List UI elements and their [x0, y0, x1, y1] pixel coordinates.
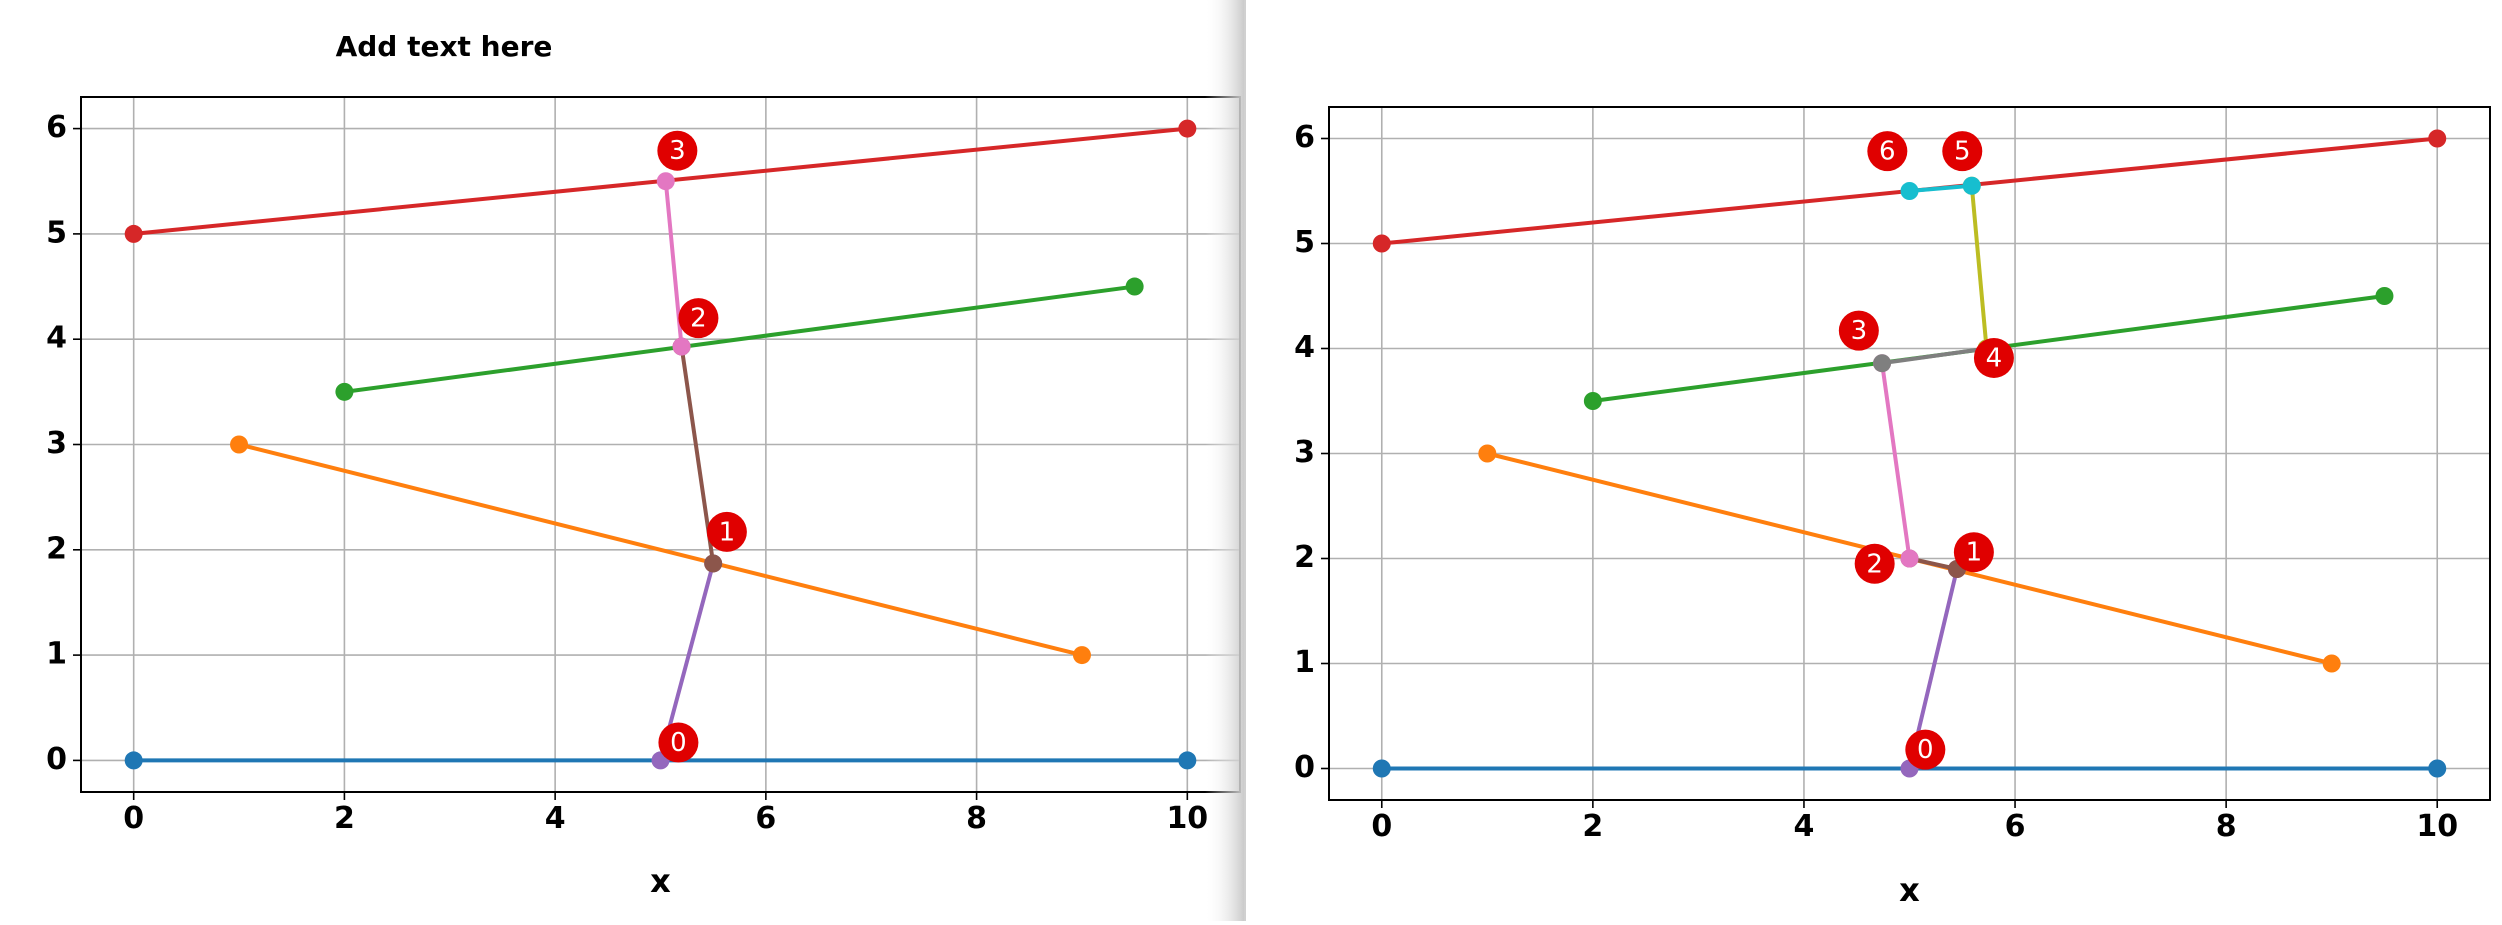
series-marker — [1372, 759, 1391, 778]
series-marker — [1873, 354, 1892, 373]
y-tick-label: 4 — [1294, 330, 1315, 365]
y-tick-label: 1 — [46, 637, 67, 672]
x-tick-label: 8 — [2216, 809, 2237, 844]
series-line — [238, 442, 1083, 658]
annotation-badge — [1953, 532, 1994, 573]
x-tick-label: 4 — [1794, 809, 1815, 844]
annotation-label: 2 — [690, 304, 707, 334]
annotation-label: 5 — [1954, 137, 1971, 167]
series-marker — [335, 382, 354, 401]
x-tick-label: 2 — [334, 801, 355, 836]
y-tick-label: 3 — [1294, 435, 1315, 470]
annotation-badge — [1867, 131, 1908, 172]
y-tick-label: 1 — [1294, 645, 1315, 680]
annotation-badge — [1838, 310, 1879, 351]
y-tick-label: 3 — [46, 426, 67, 461]
y-tick-label: 4 — [46, 321, 67, 356]
annotation-label: 1 — [1966, 538, 1983, 568]
series-line — [1881, 346, 1987, 366]
y-tick-label: 5 — [46, 215, 67, 250]
annotation-label: 3 — [669, 136, 686, 166]
chart-title: Add text here — [336, 30, 553, 63]
series-marker — [656, 172, 675, 191]
series-line — [1880, 362, 1912, 559]
panel-shadow — [1205, 0, 1245, 921]
annotation-label: 2 — [1866, 549, 1883, 579]
series-marker — [1900, 182, 1919, 200]
series-marker — [1962, 176, 1981, 195]
series-line — [1969, 185, 1989, 349]
series-marker — [1900, 549, 1919, 568]
series-marker — [2428, 759, 2447, 778]
series-marker — [704, 554, 723, 573]
chart: 0 2 4 6 8 10 0 1 2 3 4 5 6 0 1 2 3 Add text here x — [46, 30, 1241, 900]
x-axis-label: x — [1899, 871, 1920, 909]
x-axis-label: x — [650, 862, 671, 900]
y-tick-label: 0 — [1294, 750, 1315, 785]
annotation-label: 1 — [719, 517, 736, 547]
series-marker — [2322, 654, 2341, 673]
y-tick-label: 2 — [46, 531, 67, 566]
x-tick-label: 4 — [545, 801, 566, 836]
x-tick-label: 6 — [2005, 809, 2026, 844]
series-marker — [2428, 129, 2447, 148]
series-marker — [124, 224, 143, 243]
x-tick-label: 6 — [755, 801, 776, 836]
annotation-label: 3 — [1851, 316, 1868, 346]
annotation-badge — [1854, 543, 1895, 584]
series-marker — [1072, 646, 1091, 665]
x-tick-label: 0 — [1371, 809, 1392, 844]
series-line — [1909, 183, 1972, 193]
x-tick-label: 10 — [2416, 809, 2458, 844]
annotation-badge — [658, 722, 699, 763]
series-marker — [1178, 751, 1197, 770]
chart: 0 2 4 6 8 10 0 1 2 3 4 5 6 0 1 2 3 4 5 6 x — [1294, 106, 2491, 909]
annotation-badge — [1905, 729, 1946, 770]
x-tick-label: 0 — [123, 801, 144, 836]
annotation-label: 0 — [670, 728, 687, 758]
series-line — [344, 284, 1135, 394]
annotation-badge — [1973, 337, 2014, 378]
annotation-badge — [1942, 131, 1983, 172]
series-marker — [1178, 119, 1197, 138]
y-tick-label: 6 — [1294, 120, 1315, 155]
annotation-label: 4 — [1986, 343, 2003, 373]
y-tick-label: 0 — [46, 742, 67, 777]
x-tick-label: 10 — [1166, 801, 1208, 836]
x-tick-label: 2 — [1582, 809, 1603, 844]
series-marker — [230, 435, 249, 454]
annotation-label: 6 — [1879, 137, 1896, 167]
series-marker — [1125, 277, 1144, 296]
series-marker — [1372, 234, 1391, 253]
series-marker — [1583, 392, 1602, 410]
annotation-badge — [706, 511, 747, 552]
y-tick-label: 6 — [46, 110, 67, 145]
series-marker — [672, 337, 691, 356]
annotation-badge — [657, 130, 698, 171]
y-tick-label: 2 — [1294, 540, 1315, 575]
x-tick-label: 8 — [966, 801, 987, 836]
annotation-badge — [678, 298, 719, 339]
series-marker — [124, 751, 143, 770]
y-tick-label: 5 — [1294, 225, 1315, 260]
axes-frame — [1328, 106, 2491, 801]
series-marker — [1478, 444, 1497, 463]
annotation-label: 0 — [1917, 735, 1934, 765]
series-marker — [2375, 287, 2394, 305]
